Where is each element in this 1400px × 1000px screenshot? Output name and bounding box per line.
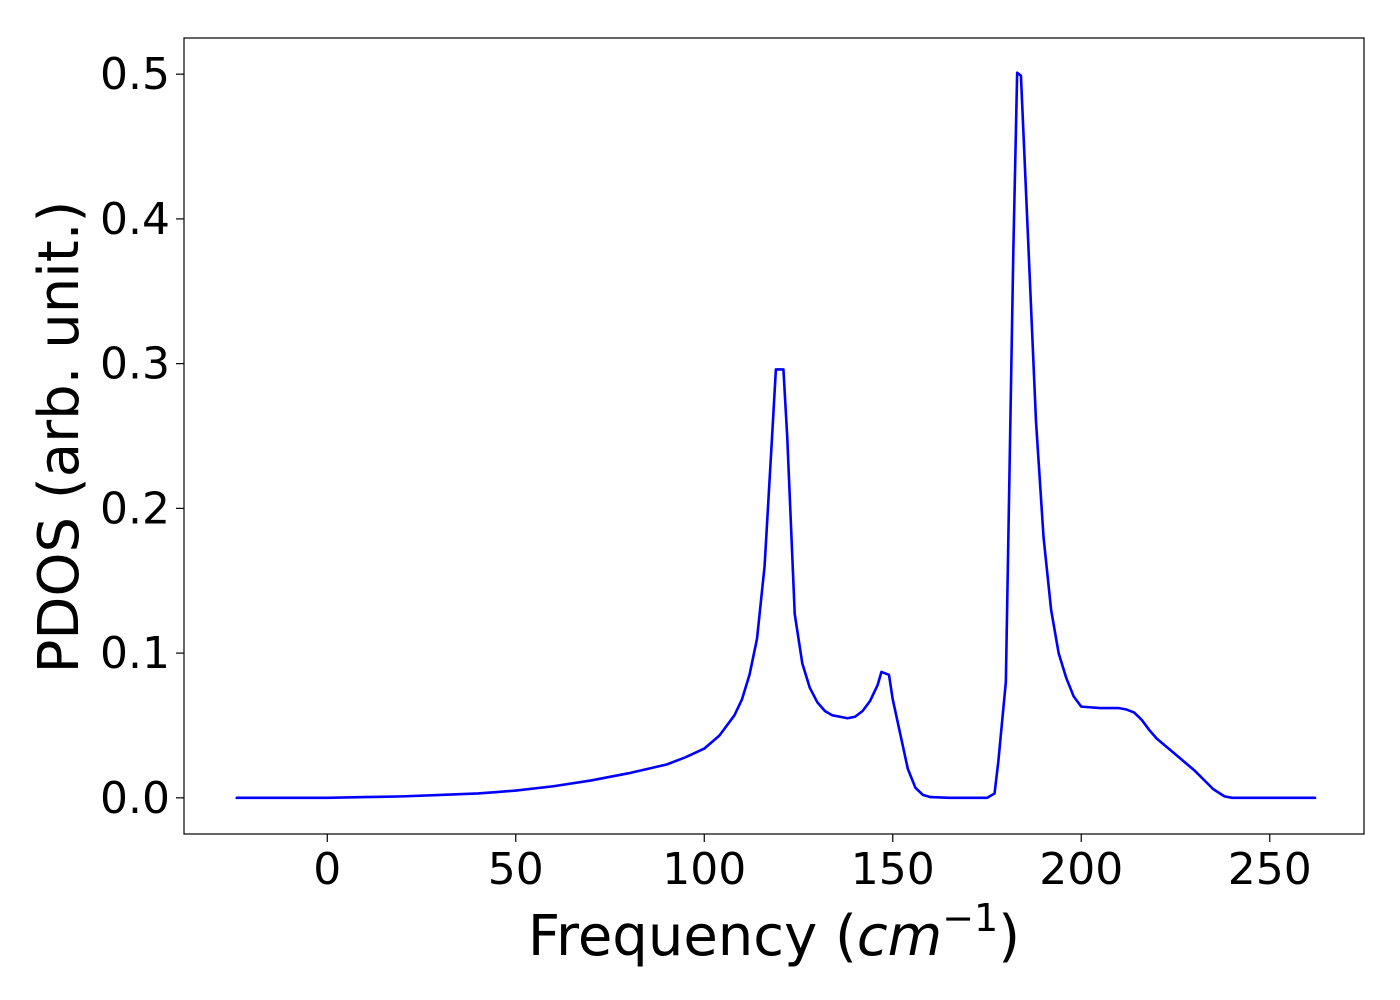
x-tick-label: 100	[662, 844, 746, 895]
plot-frame	[183, 37, 1365, 835]
x-axis-title-unit: cm	[857, 904, 942, 969]
y-tick-label: 0.1	[100, 628, 170, 679]
x-axis-title-main: Frequency (	[528, 904, 857, 969]
x-tick-label: 0	[313, 844, 341, 895]
y-tick-label: 0.2	[100, 483, 170, 534]
y-tick-label: 0.5	[100, 49, 170, 100]
x-tick-label: 150	[851, 844, 935, 895]
x-tick-label: 250	[1228, 844, 1312, 895]
y-tick-label: 0.4	[100, 194, 170, 245]
y-axis-title: PDOS (arb. unit.)	[27, 201, 92, 674]
pdos-series-line	[235, 71, 1317, 800]
plot-series	[235, 71, 1317, 800]
y-tick-label: 0.3	[100, 339, 170, 390]
x-axis-title-exponent: −1	[942, 896, 998, 940]
y-tick-label: 0.0	[100, 773, 170, 824]
x-tick-label: 50	[488, 844, 544, 895]
x-tick-label: 200	[1039, 844, 1123, 895]
y-axis: 0.0 0.1 0.2 0.3 0.4 0.5	[100, 49, 184, 824]
x-axis: 0 50 100 150 200 250	[313, 834, 1312, 895]
x-axis-title-close: )	[998, 904, 1020, 969]
x-axis-title: Frequency (cm−1)	[528, 896, 1020, 969]
